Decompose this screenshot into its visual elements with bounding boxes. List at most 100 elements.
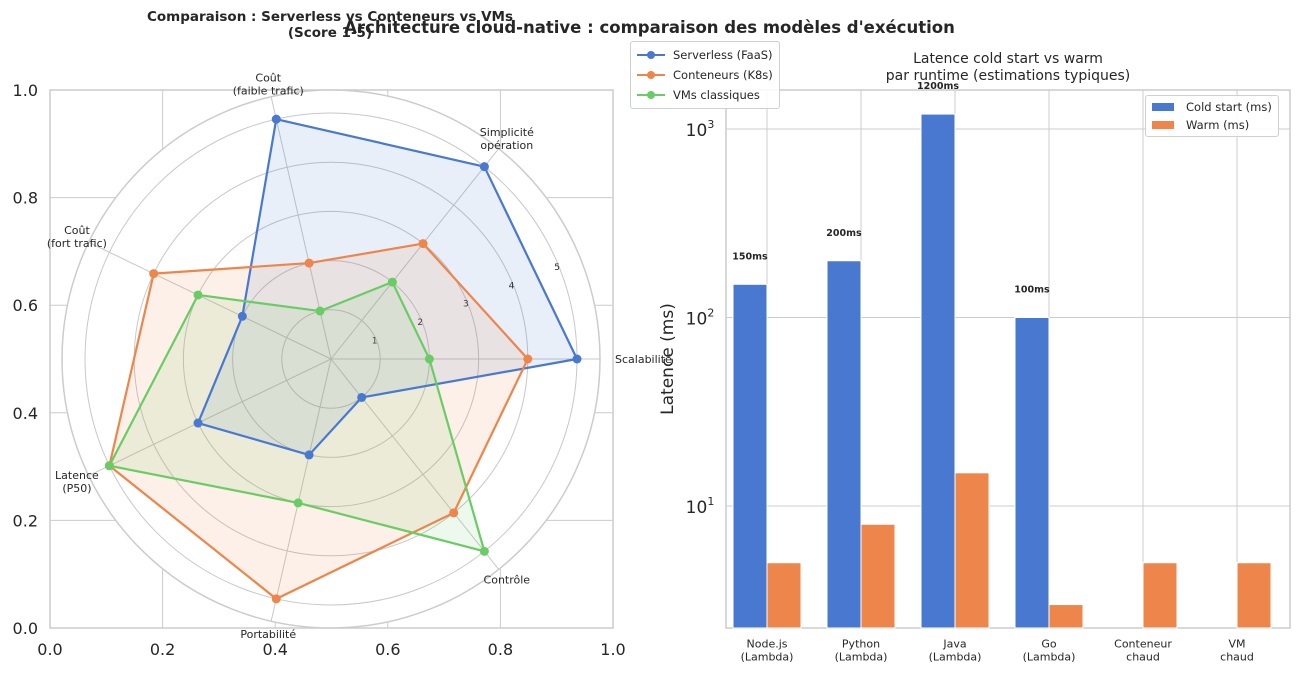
x-tick-label-line: Python xyxy=(842,637,880,650)
bar-legend: Cold start (ms) Warm (ms) xyxy=(1145,95,1279,137)
series-line xyxy=(108,280,486,553)
axis-category-label-line: Contrôle xyxy=(484,573,531,586)
x-tick-label: VM chaud xyxy=(1220,637,1254,663)
axis-category-label-line: Latence xyxy=(55,469,99,482)
y-tick-label: 0.4 xyxy=(13,404,38,423)
y-axis-label: Latence (ms) xyxy=(658,303,678,415)
legend-item-serverless: Serverless (FaaS) xyxy=(637,45,773,65)
bar-warm xyxy=(1142,562,1178,629)
legend-label: Serverless (FaaS) xyxy=(673,48,773,62)
axis-category-label-line: (P50) xyxy=(62,482,91,495)
axis-category-label: Latence (P50) xyxy=(55,469,99,495)
bar-value-annotation: 150ms xyxy=(732,251,768,262)
bar-cold-start xyxy=(1014,317,1050,629)
y-tick-label: 0.6 xyxy=(13,296,38,315)
legend-label: VMs classiques xyxy=(673,88,760,102)
bar-warm xyxy=(860,523,896,629)
data-point-marker xyxy=(315,306,325,316)
axis-category-label-line: Coût xyxy=(64,224,90,237)
data-point-marker xyxy=(424,354,434,364)
data-point-marker xyxy=(357,392,367,402)
r-tick-label: 1 xyxy=(372,337,378,347)
x-tick-label: Java (Lambda) xyxy=(929,637,982,663)
data-point-marker xyxy=(523,354,533,364)
x-tick-label-line: VM xyxy=(1228,637,1245,650)
x-tick-label-line: Java xyxy=(942,637,966,650)
y-tick-exponent: 2 xyxy=(707,307,714,320)
line-marker-icon xyxy=(637,91,665,99)
axis-category-label: Contrôle xyxy=(484,573,531,586)
x-tick-label-line: (Lambda) xyxy=(835,651,888,664)
axis-category-label-line: Simplicité xyxy=(480,126,534,139)
data-point-marker xyxy=(271,594,281,604)
axis-category-label-line: (fort trafic) xyxy=(47,237,107,250)
axis-category-label: Coût (fort trafic) xyxy=(47,224,107,250)
data-point-marker xyxy=(387,277,397,287)
radar-title: Comparaison : Serverless vs Conteneurs v… xyxy=(90,9,570,41)
data-point-marker xyxy=(572,354,582,364)
x-tick-label-line: (Lambda) xyxy=(929,651,982,664)
y-tick-label: 1.0 xyxy=(13,81,38,100)
bar-title: Latence cold start vs warm par runtime (… xyxy=(726,51,1290,85)
legend-item-conteneurs: Conteneurs (K8s) xyxy=(637,65,773,85)
x-tick-label-line: chaud xyxy=(1126,651,1160,664)
x-tick-label-line: (Lambda) xyxy=(741,651,794,664)
bar-cold-start xyxy=(732,283,768,629)
r-tick-label: 2 xyxy=(417,318,423,328)
x-tick-label-line: chaud xyxy=(1220,651,1254,664)
bar-warm xyxy=(766,562,802,629)
radar-chart: 0.0 0.2 0.4 0.6 0.8 1.0 0.0 0.2 0.4 0.6 0.8 1.0 1 2 3 4… xyxy=(13,71,672,659)
axis-category-label-line: (faible trafic) xyxy=(233,85,304,98)
axis-category-label-line: opération xyxy=(480,139,533,152)
bar-warm xyxy=(1236,562,1272,629)
spoke-line xyxy=(270,358,332,622)
bar-title-line1: Latence cold start vs warm xyxy=(913,51,1103,67)
legend-item-warm: Warm (ms) xyxy=(1152,116,1272,134)
series-line xyxy=(108,242,529,600)
data-point-marker xyxy=(479,162,489,172)
line-marker-icon xyxy=(637,51,665,59)
axes-frame xyxy=(725,89,1291,629)
data-point-marker xyxy=(418,239,428,249)
bar-warm xyxy=(1048,604,1084,629)
bar-title-line2: par runtime (estimations typiques) xyxy=(885,68,1131,84)
bar-cold-start xyxy=(826,260,862,629)
color-swatch-icon xyxy=(1152,121,1174,129)
data-point-marker xyxy=(149,269,159,279)
axis-category-label: Scalabilité xyxy=(615,353,672,366)
series-line xyxy=(196,118,579,457)
data-point-marker xyxy=(271,114,281,124)
bar-value-annotation: 1200ms xyxy=(917,81,959,92)
axis-category-label: Portabilité xyxy=(240,628,296,641)
color-swatch-icon xyxy=(1152,103,1174,111)
series-fill xyxy=(198,119,577,455)
x-tick-label: 0.0 xyxy=(37,640,62,659)
x-tick-label: 0.4 xyxy=(262,640,287,659)
x-tick-label: 0.6 xyxy=(375,640,400,659)
data-point-marker xyxy=(193,290,203,300)
radar-legend: Serverless (FaaS) Conteneurs (K8s) VMs c… xyxy=(630,41,780,109)
radar-title-line2: (Score 1-5) xyxy=(287,25,373,41)
legend-item-cold: Cold start (ms) xyxy=(1152,98,1272,116)
y-tick-label: 0.0 xyxy=(13,619,38,638)
y-tick-exponent: 3 xyxy=(707,118,714,131)
spoke-line xyxy=(88,358,332,477)
axis-category-label-line: Portabilité xyxy=(240,628,296,641)
series-fill xyxy=(109,243,528,599)
x-tick-label-line: Conteneur xyxy=(1114,637,1172,650)
y-tick-label: 101 xyxy=(686,495,715,518)
data-point-marker xyxy=(449,508,459,518)
axis-category-label-line: Coût xyxy=(255,71,281,84)
axis-category-label-line: Scalabilité xyxy=(615,353,672,366)
axis-category-label: Simplicité opération xyxy=(480,126,534,152)
y-tick-label: 103 xyxy=(686,118,715,141)
bar-value-annotation: 200ms xyxy=(826,228,862,239)
x-tick-label: Python (Lambda) xyxy=(835,637,888,663)
r-tick-label: 4 xyxy=(509,281,515,291)
x-tick-label: Conteneur chaud xyxy=(1114,637,1172,663)
data-point-marker xyxy=(293,498,303,508)
axis-category-label: Coût (faible trafic) xyxy=(233,71,304,97)
spoke-line xyxy=(330,148,500,360)
x-tick-label-line: Node.js xyxy=(747,637,788,650)
